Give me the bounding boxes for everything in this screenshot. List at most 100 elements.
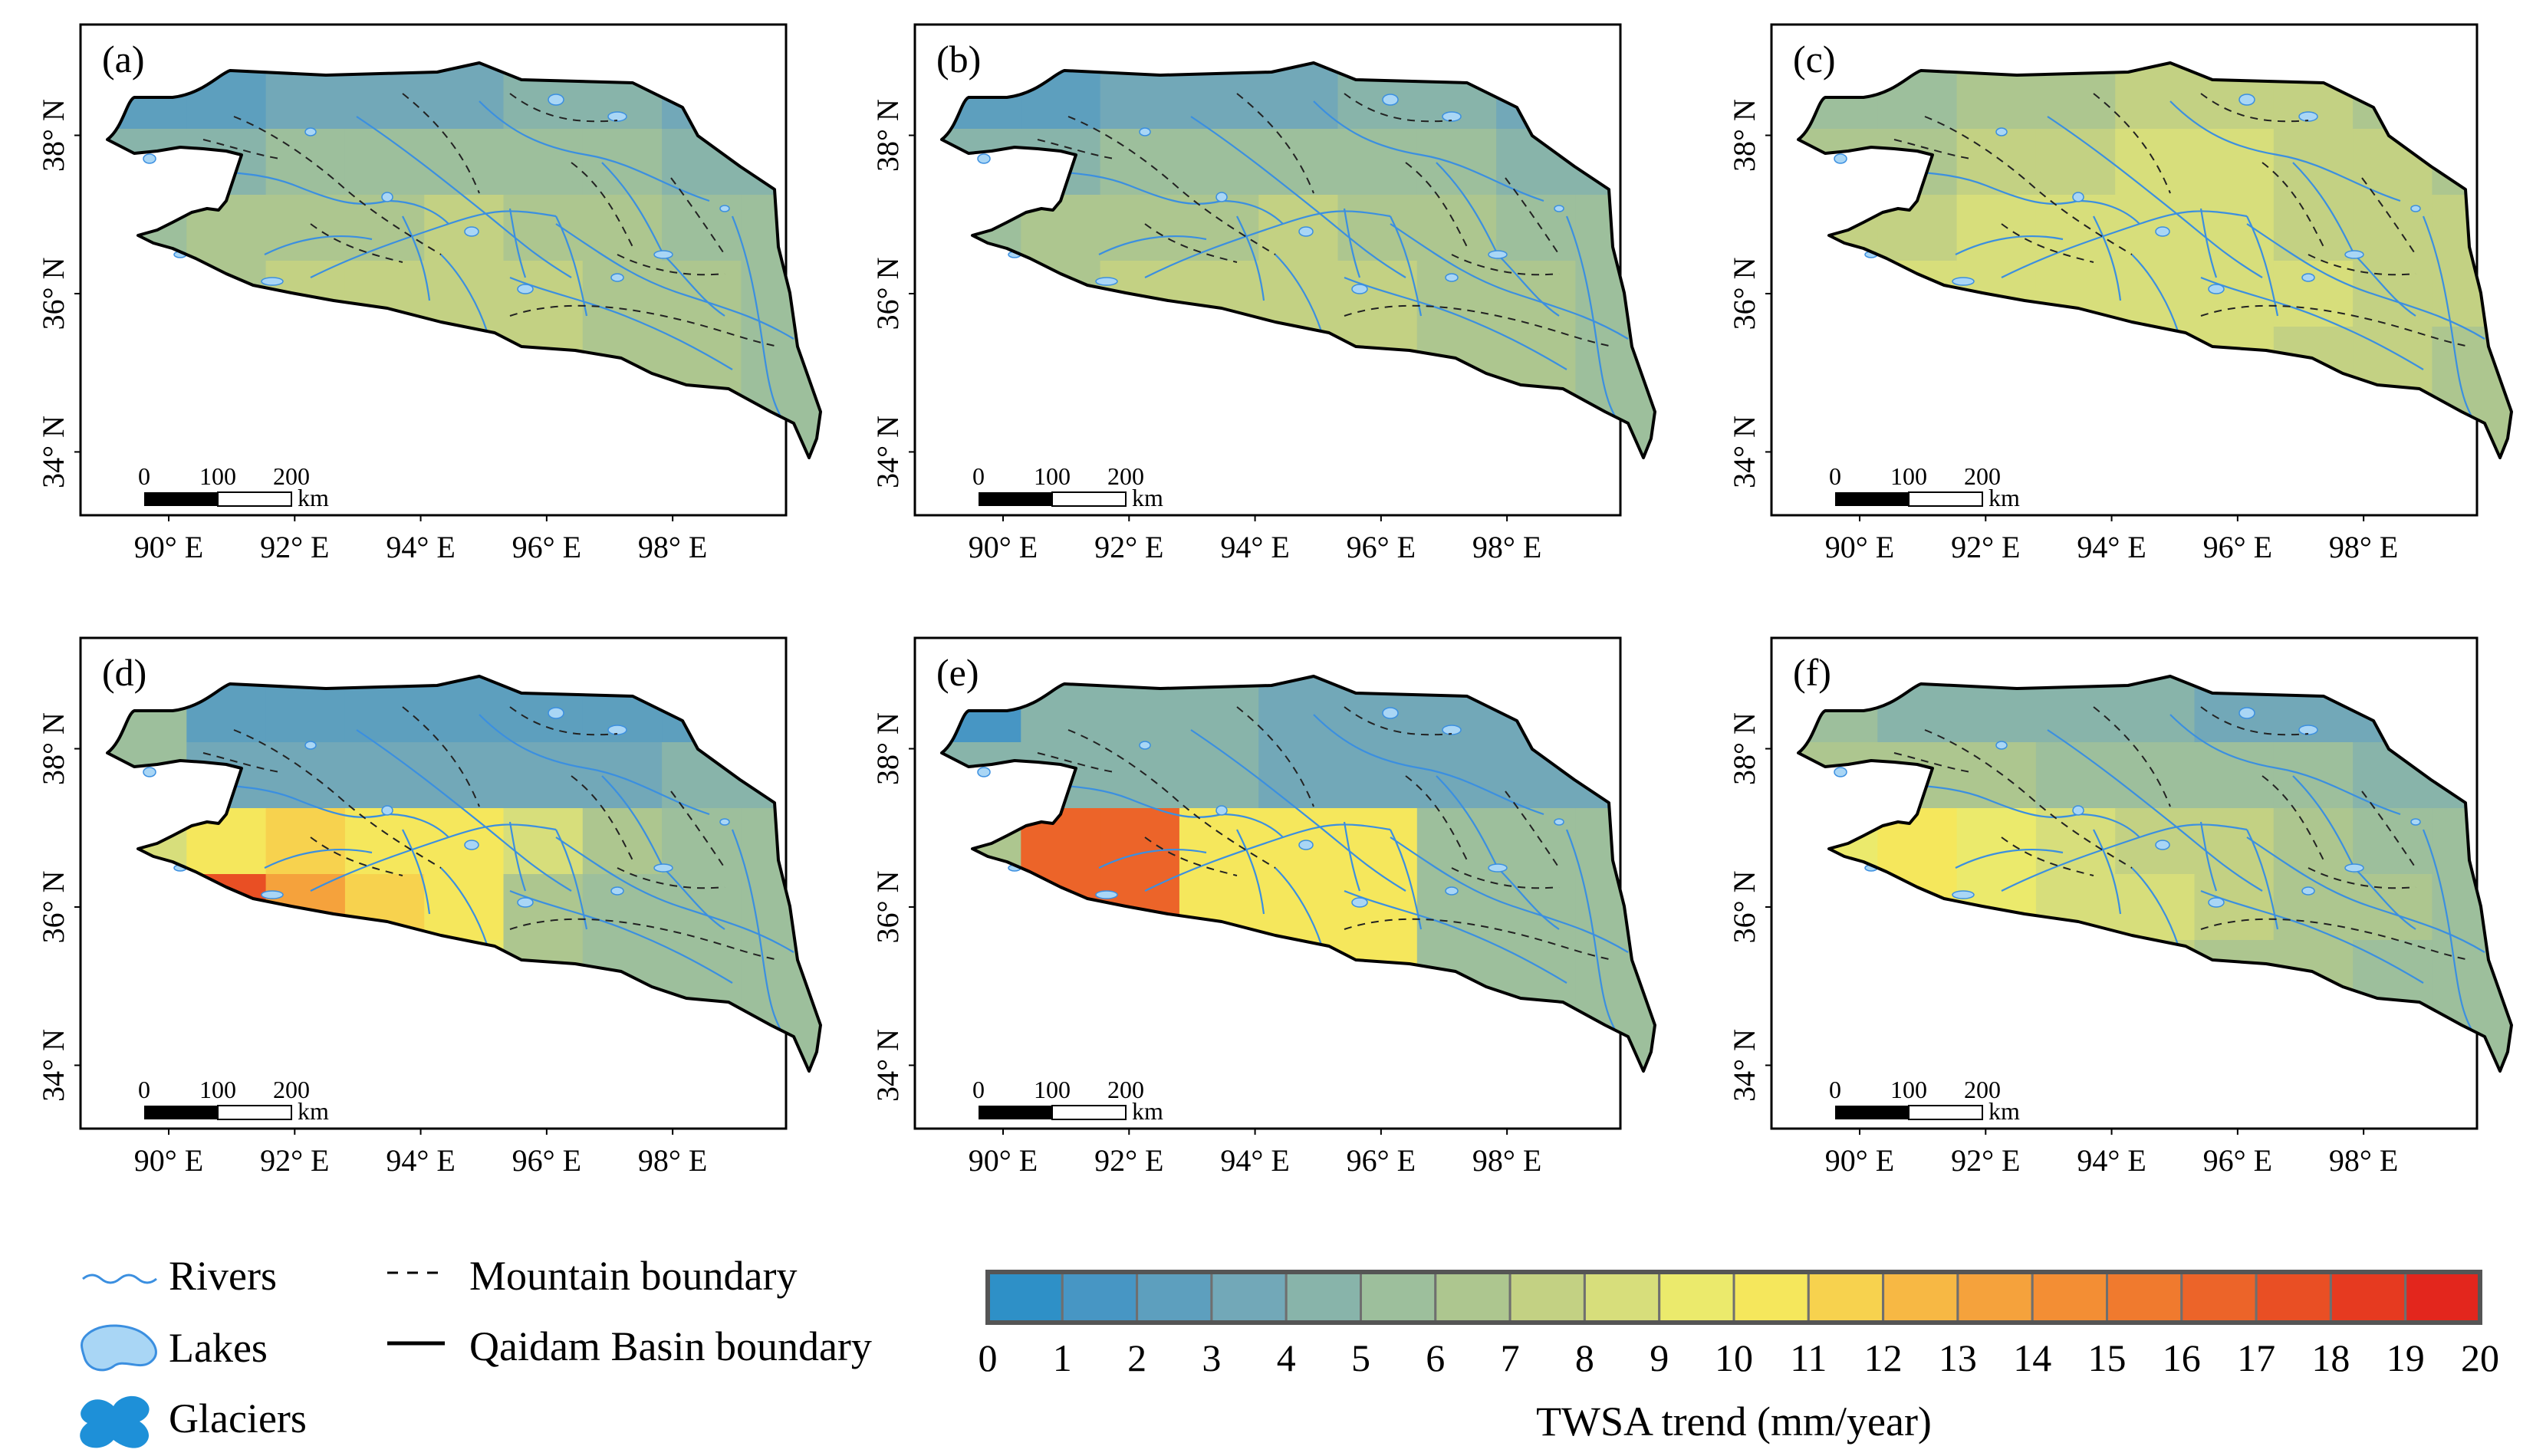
- colorbar-tick-label: 11: [1790, 1336, 1827, 1379]
- river-line: [663, 867, 725, 930]
- raster-cell: [1337, 874, 1418, 941]
- lakes-legend-symbol: [81, 1324, 157, 1372]
- raster-cell: [2194, 195, 2275, 261]
- river-line: [1436, 162, 1498, 255]
- scale-bar-black-segment: [979, 492, 1052, 506]
- lake-shape: [1215, 805, 1228, 816]
- lake-shape: [1952, 277, 1975, 286]
- river-line: [1236, 829, 1265, 915]
- colorbar-cell: [2180, 1270, 2258, 1324]
- mountain-boundary-layer: [202, 93, 779, 347]
- x-tick-label: 94° E: [1220, 530, 1289, 564]
- mountain-boundary-line: [2308, 254, 2416, 276]
- mountain-boundary-line: [670, 177, 725, 255]
- raster-cell: [1416, 261, 1498, 327]
- x-tick-label: 96° E: [1347, 1143, 1416, 1178]
- scale-bar-label: 0: [1829, 1076, 1841, 1103]
- raster-cell: [424, 63, 505, 130]
- colorbar-cell: [1807, 1270, 1885, 1324]
- scale-bar-label: 0: [972, 462, 985, 490]
- raster-cell: [1100, 742, 1180, 809]
- raster-cell: [2432, 261, 2511, 327]
- colorbar-tick-label: 4: [1277, 1336, 1296, 1379]
- panel-label: (e): [936, 651, 979, 694]
- colorbar-cell: [2329, 1270, 2407, 1324]
- scale-bar-label: 0: [138, 462, 150, 490]
- scale-bar-white-segment: [1051, 491, 1127, 507]
- lake-shape: [1351, 897, 1368, 908]
- scale-bar-unit: km: [1132, 1097, 1163, 1125]
- y-tick-label: 34° N: [870, 416, 905, 488]
- raster-cell: [582, 874, 663, 941]
- river-line: [1565, 829, 1629, 1053]
- raster-cell: [582, 261, 663, 327]
- x-tick-label: 92° E: [1094, 530, 1163, 564]
- raster-cell: [503, 874, 584, 941]
- scale-bar-unit: km: [1988, 484, 2020, 511]
- x-tick-label: 90° E: [969, 530, 1038, 564]
- scale-bar-black-segment: [144, 1106, 218, 1119]
- colorbar-cell: [1434, 1270, 1511, 1324]
- lake-shape: [304, 127, 317, 136]
- river-line: [2093, 829, 2122, 915]
- scale-bar-label: 200: [1964, 1076, 2001, 1103]
- scale-bar-unit: km: [1132, 484, 1163, 511]
- river-line: [440, 867, 488, 945]
- colorbar-cell: [2404, 1270, 2482, 1324]
- raster-cell: [265, 129, 346, 196]
- lake-shape: [719, 818, 730, 826]
- raster-cell: [503, 261, 584, 327]
- river-line: [1221, 199, 1284, 225]
- raster-cell: [1416, 129, 1498, 196]
- y-tick-label: 38° N: [36, 99, 71, 172]
- rivers-legend-symbol: [82, 1274, 157, 1284]
- river-line: [2077, 813, 2140, 838]
- raster-cell: [2035, 742, 2117, 809]
- river-line: [731, 215, 794, 439]
- raster-cell: [2353, 874, 2433, 941]
- mountain-boundary-line: [402, 706, 480, 807]
- river-line: [2246, 215, 2279, 317]
- colorbar-tick-label: 13: [1939, 1336, 1977, 1379]
- mountain-boundary-line: [1037, 139, 1115, 159]
- mountain-boundary-line: [2093, 706, 2171, 807]
- river-line: [2200, 276, 2424, 370]
- mountain-boundary-line: [509, 304, 779, 347]
- raster-cell: [2353, 195, 2433, 261]
- river-line: [479, 100, 710, 202]
- lake-shape: [1095, 277, 1118, 286]
- raster-cell: [1100, 808, 1180, 875]
- river-line: [1955, 235, 2064, 255]
- mountain-boundary-line: [509, 918, 779, 961]
- colorbar-title: TWSA trend (mm/year): [1536, 1398, 1932, 1444]
- mountain-boundary-line: [2308, 867, 2416, 889]
- rivers-layer: [179, 100, 794, 439]
- river-line: [1565, 215, 1629, 439]
- lake-shape: [1834, 767, 1847, 777]
- y-tick-label: 38° N: [1727, 99, 1761, 172]
- lake-shape: [1382, 707, 1399, 719]
- x-tick-label: 96° E: [512, 530, 581, 564]
- scale-bar-label: 200: [273, 1076, 310, 1103]
- raster-cell: [503, 742, 584, 809]
- x-tick-label: 98° E: [2329, 530, 2398, 564]
- scale-bar-white-segment: [1908, 491, 1983, 507]
- river-line: [2199, 208, 2218, 278]
- river-line: [356, 729, 572, 892]
- colorbar: 0 1 2 3 4 5 6 7 8 9 10 11 12 13 14 15 16 17 18 19 20 TWSA tr…: [979, 1270, 2499, 1444]
- raster-cell: [503, 195, 584, 261]
- scale-bar-unit: km: [1988, 1097, 2020, 1125]
- mountain-boundary-layer: [1037, 93, 1613, 347]
- river-line: [2047, 729, 2263, 892]
- lake-shape: [261, 277, 284, 286]
- mountain-boundary-line: [617, 867, 725, 889]
- mountain-boundary-line: [1236, 93, 1314, 194]
- lake-shape: [610, 886, 624, 896]
- raster-cell: [424, 874, 505, 941]
- lake-shape: [2344, 863, 2364, 873]
- x-tick-label: 94° E: [386, 1143, 455, 1178]
- colorbar-cell: [2106, 1270, 2183, 1324]
